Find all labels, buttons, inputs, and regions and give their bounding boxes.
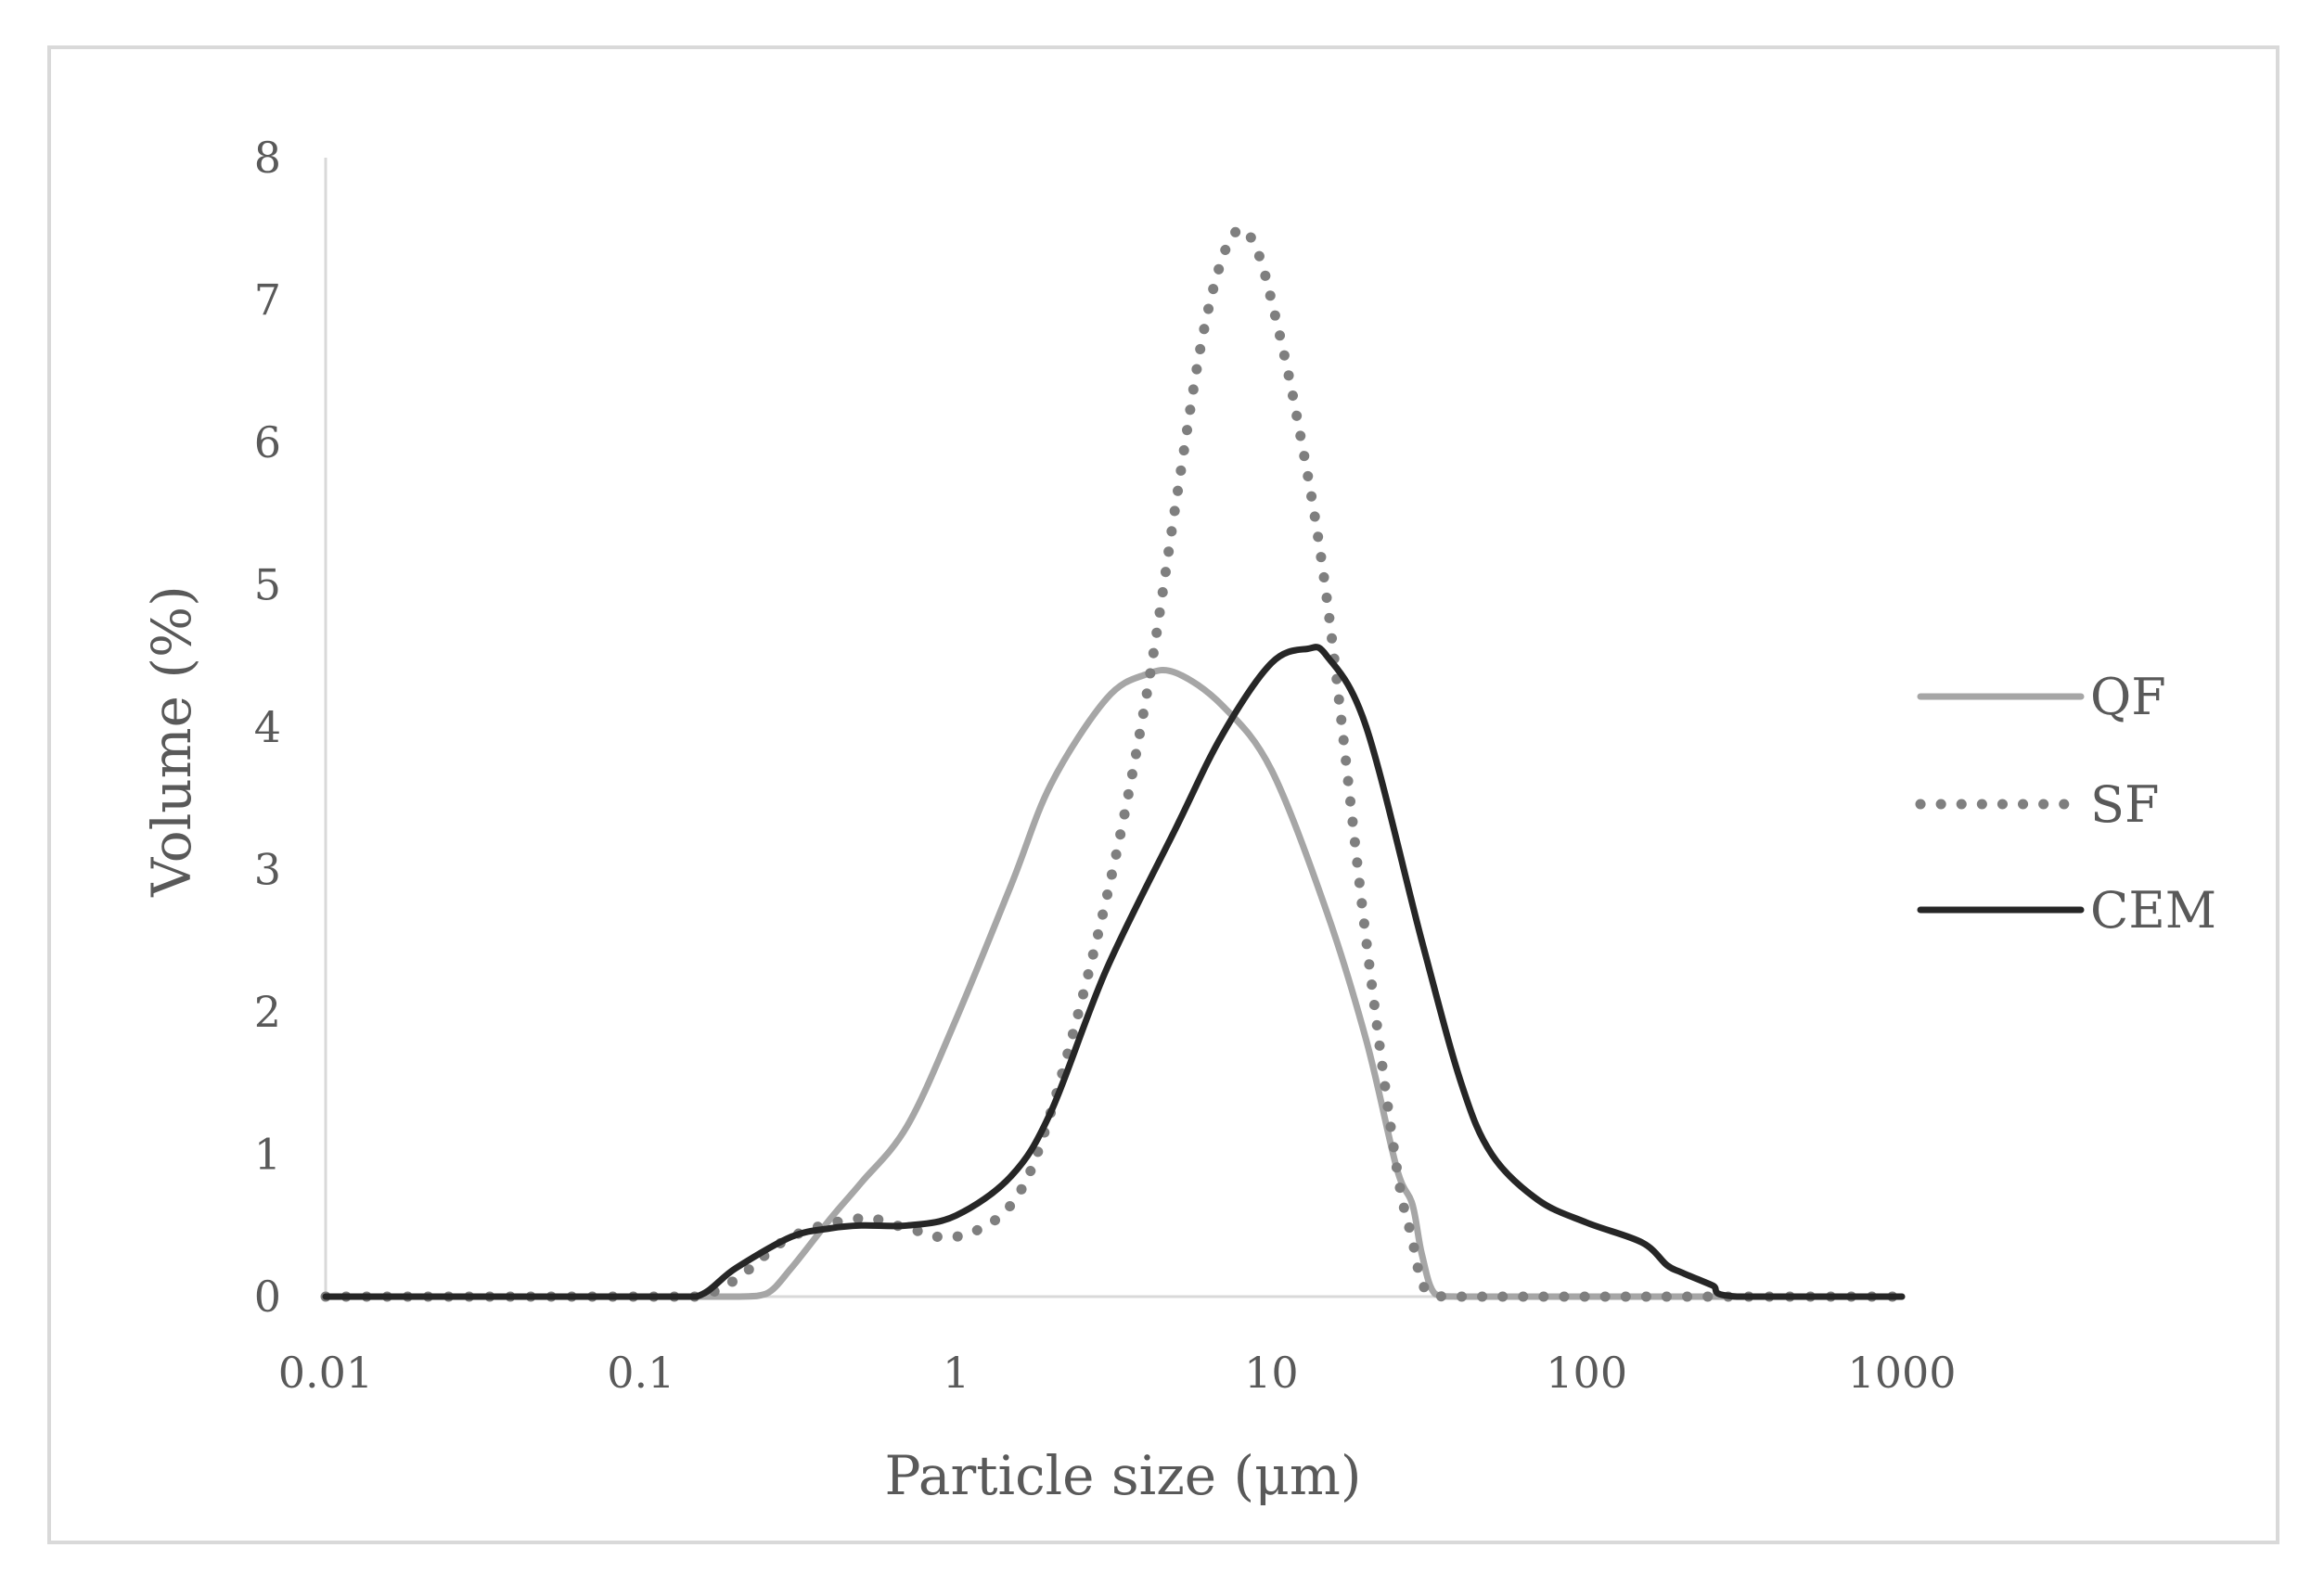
y-tick-label: 1 (254, 1130, 281, 1180)
y-axis-title: Volume (%) (140, 585, 203, 898)
series-lines (320, 224, 1907, 1302)
y-tick-label: 2 (254, 987, 281, 1037)
x-tick-label: 100 (1546, 1348, 1627, 1398)
y-tick-label: 0 (254, 1272, 281, 1322)
series-line-cem (322, 644, 1906, 1300)
y-tick-label: 8 (254, 133, 281, 183)
y-tick-label: 7 (254, 275, 281, 326)
legend-label-qf: QF (2090, 668, 2166, 726)
x-tick-label: 0.1 (607, 1348, 674, 1398)
legend-label-cem: CEM (2090, 881, 2216, 940)
x-tick-labels: 0.01 0.1 1 10 100 1000 (278, 1348, 1957, 1398)
y-tick-label: 6 (254, 417, 281, 467)
y-tick-label: 5 (254, 560, 281, 610)
x-tick-label: 0.01 (278, 1348, 373, 1398)
chart-frame: 0 1 2 3 4 5 6 7 8 0.01 0.1 1 10 100 1000 Particle siz… (47, 45, 2279, 1544)
x-tick-label: 1 (943, 1348, 969, 1398)
y-tick-labels: 0 1 2 3 4 5 6 7 8 (254, 133, 281, 1322)
x-tick-label: 10 (1244, 1348, 1299, 1398)
x-axis-title: Particle size (μm) (885, 1444, 1362, 1507)
series-line-sf (320, 224, 1907, 1302)
chart-svg: 0 1 2 3 4 5 6 7 8 0.01 0.1 1 10 100 1000 Particle siz… (140, 133, 2216, 1507)
y-tick-label: 4 (254, 702, 281, 752)
x-tick-label: 1000 (1847, 1348, 1956, 1398)
legend: QF SF CEM (1915, 668, 2216, 940)
legend-label-sf: SF (2090, 775, 2159, 834)
y-tick-label: 3 (254, 845, 281, 895)
series-line-qf (322, 666, 1906, 1300)
